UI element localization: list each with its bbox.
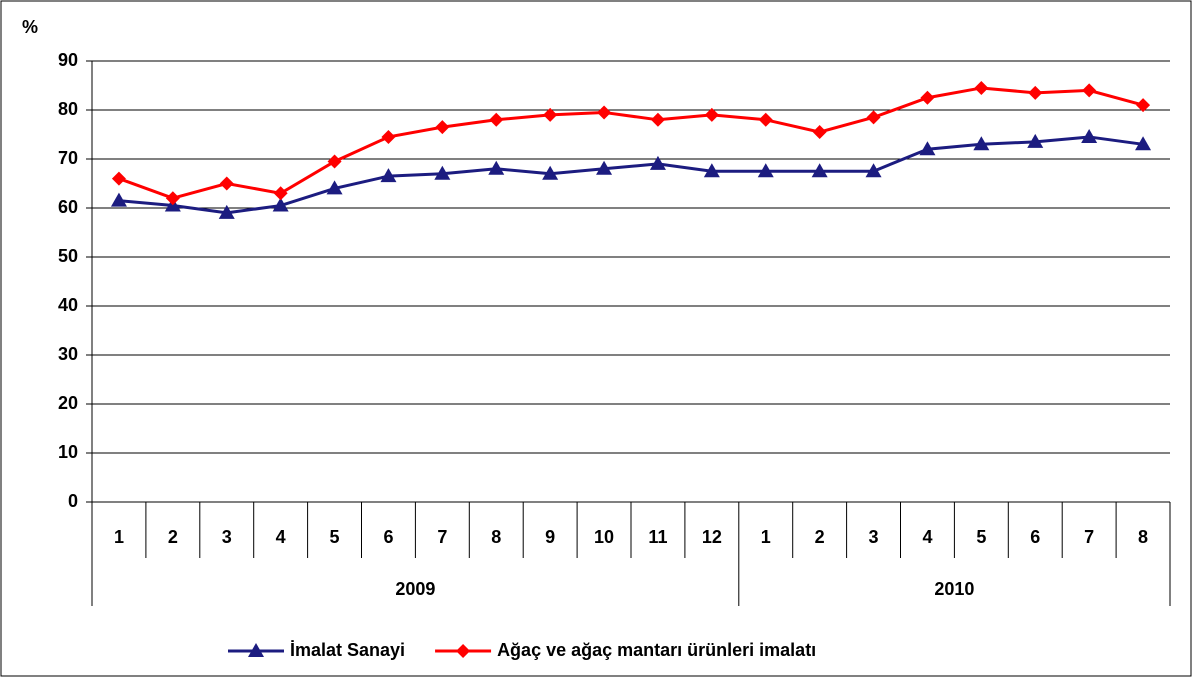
- marker: [327, 154, 342, 169]
- marker: [435, 120, 450, 135]
- marker: [597, 105, 612, 120]
- x-tick-label: 5: [976, 527, 986, 547]
- marker: [543, 107, 558, 122]
- x-tick-label: 4: [922, 527, 932, 547]
- y-tick-label: 30: [58, 344, 78, 364]
- marker: [380, 168, 397, 183]
- marker: [865, 163, 882, 178]
- marker: [1135, 136, 1152, 151]
- legend-label: İmalat Sanayi: [290, 640, 405, 660]
- marker: [456, 644, 471, 658]
- x-tick-label: 9: [545, 527, 555, 547]
- marker: [219, 176, 234, 191]
- x-tick-label: 1: [114, 527, 124, 547]
- marker: [812, 125, 827, 140]
- series-line: [118, 135, 1144, 215]
- marker: [649, 155, 666, 170]
- y-tick-label: 90: [58, 50, 78, 70]
- x-tick-label: 8: [1138, 527, 1148, 547]
- marker: [1027, 133, 1044, 148]
- marker: [488, 160, 505, 175]
- x-tick-label: 7: [437, 527, 447, 547]
- series-line: [118, 86, 1144, 200]
- group-label: 2009: [395, 579, 435, 599]
- y-tick-label: 70: [58, 148, 78, 168]
- marker: [920, 90, 935, 105]
- x-tick-label: 4: [276, 527, 286, 547]
- x-tick-label: 3: [222, 527, 232, 547]
- x-tick-label: 8: [491, 527, 501, 547]
- x-tick-label: 5: [330, 527, 340, 547]
- marker: [248, 643, 264, 657]
- marker: [866, 110, 881, 125]
- y-tick-label: 20: [58, 393, 78, 413]
- marker: [919, 141, 936, 156]
- marker: [218, 204, 235, 219]
- y-tick-label: 40: [58, 295, 78, 315]
- legend-label: Ağaç ve ağaç mantarı ürünleri imalatı: [497, 640, 816, 660]
- marker: [757, 163, 774, 178]
- y-tick-label: 80: [58, 99, 78, 119]
- x-tick-label: 7: [1084, 527, 1094, 547]
- x-tick-label: 11: [648, 527, 667, 547]
- y-tick-label: 0: [68, 491, 78, 511]
- marker: [434, 165, 451, 180]
- marker: [489, 112, 504, 127]
- x-tick-label: 2: [168, 527, 178, 547]
- y-tick-label: 10: [58, 442, 78, 462]
- marker: [974, 80, 989, 95]
- marker: [165, 191, 180, 206]
- marker: [110, 192, 127, 207]
- marker: [650, 112, 665, 127]
- x-tick-label: 6: [383, 527, 393, 547]
- marker: [1081, 128, 1098, 143]
- marker: [973, 136, 990, 151]
- marker: [1082, 83, 1097, 98]
- y-axis-label: %: [22, 17, 38, 37]
- marker: [273, 186, 288, 201]
- marker: [811, 163, 828, 178]
- y-tick-label: 50: [58, 246, 78, 266]
- marker: [704, 107, 719, 122]
- x-tick-label: 2: [815, 527, 825, 547]
- marker: [111, 171, 126, 186]
- x-tick-label: 6: [1030, 527, 1040, 547]
- y-tick-label: 60: [58, 197, 78, 217]
- marker: [542, 165, 559, 180]
- marker: [703, 163, 720, 178]
- marker: [326, 180, 343, 195]
- marker: [596, 160, 613, 175]
- x-tick-label: 12: [702, 527, 722, 547]
- x-tick-label: 10: [594, 527, 614, 547]
- marker: [1028, 85, 1043, 100]
- marker: [272, 197, 289, 212]
- marker: [758, 112, 773, 127]
- x-tick-label: 3: [869, 527, 879, 547]
- marker: [1136, 98, 1151, 113]
- group-label: 2010: [934, 579, 974, 599]
- x-tick-label: 1: [761, 527, 771, 547]
- marker: [381, 129, 396, 144]
